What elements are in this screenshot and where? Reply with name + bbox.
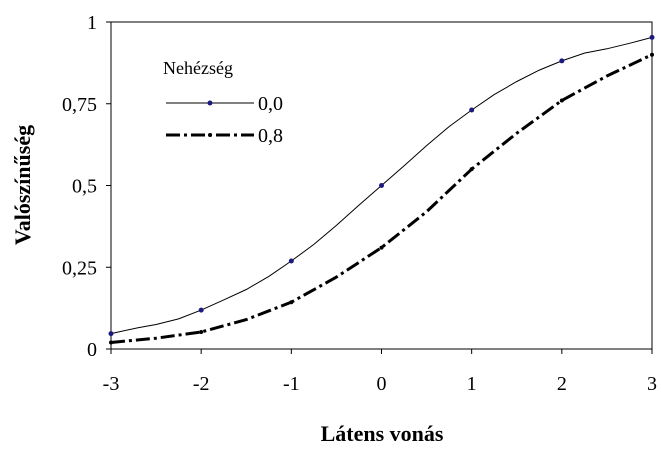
legend-marker-series-1 (208, 133, 212, 137)
series-1-point (379, 245, 384, 250)
series-1-point (199, 329, 204, 334)
legend-title: Nehézség (163, 58, 233, 78)
series-0-point (559, 58, 565, 64)
legend: Nehézség 0,0 0,8 (163, 58, 283, 147)
x-tick-label: -1 (283, 373, 300, 395)
series-0-point (379, 183, 384, 188)
x-axis-title: Látens vonás (321, 421, 444, 446)
series-0-point (649, 34, 655, 40)
series-0-point (288, 258, 294, 264)
series-layer (108, 34, 655, 345)
series-0-point (108, 331, 114, 337)
legend-label-series-0: 0,0 (258, 93, 283, 115)
x-tick-label: -2 (193, 373, 210, 395)
legend-label-series-1: 0,8 (258, 125, 283, 147)
x-tick-label: -3 (103, 373, 120, 395)
series-0-point (198, 307, 204, 313)
y-tick-label: 1 (87, 12, 97, 34)
y-tick-label: 0,25 (62, 257, 97, 279)
x-tick-label: 1 (467, 373, 477, 395)
series-1-point (650, 52, 654, 57)
series-1-point (109, 340, 113, 345)
y-axis: 0 0,25 0,5 0,75 1 (62, 12, 111, 361)
legend-marker-series-0 (207, 100, 213, 106)
y-tick-label: 0,5 (72, 176, 97, 198)
x-tick-label: 0 (377, 373, 387, 395)
series-0-point (469, 107, 475, 113)
x-axis: -3 -2 -1 0 1 2 3 (103, 349, 657, 395)
y-axis-title: Valószínűség (10, 125, 35, 245)
series-1-point (559, 98, 564, 103)
series-line-1 (110, 53, 653, 344)
series-1-point (469, 167, 474, 172)
series-1-point (289, 300, 294, 305)
y-tick-label: 0,75 (62, 94, 97, 116)
y-tick-label: 0 (87, 339, 97, 361)
x-tick-label: 3 (647, 373, 657, 395)
x-tick-label: 2 (557, 373, 567, 395)
